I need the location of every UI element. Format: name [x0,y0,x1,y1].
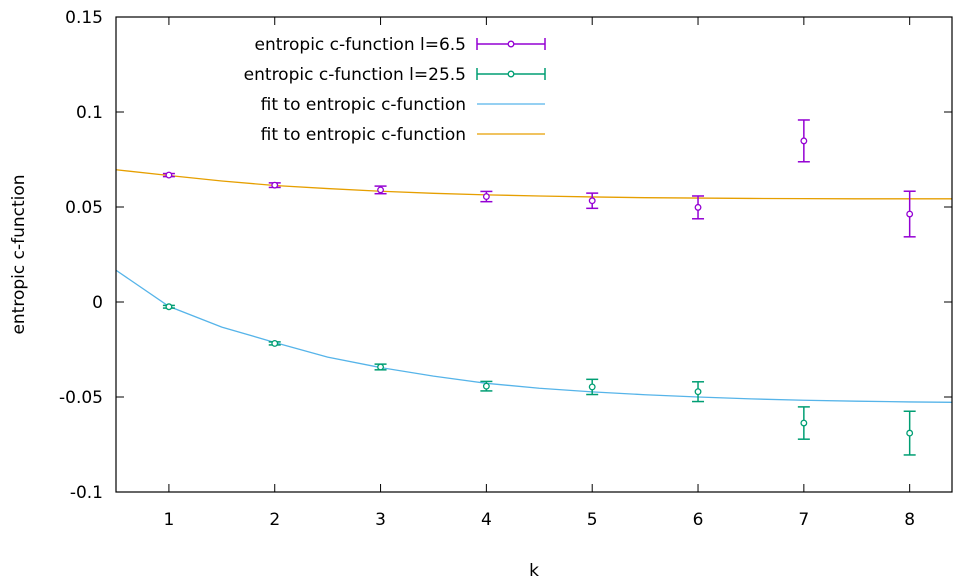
legend-marker [507,70,515,78]
x-tick-label: 7 [798,510,809,530]
y-tick-label: -0.05 [59,388,103,408]
x-tick-label: 1 [163,510,174,530]
y-tick-label: -0.1 [70,483,103,503]
point-marker [271,181,279,189]
point-marker [377,363,385,371]
data-point-series-1 [480,380,493,392]
legend-entry-1: entropic c-function l=25.5 [244,65,546,85]
data-point-series-1 [268,339,281,347]
data-point-series-1 [903,410,916,456]
data-point-series-0 [374,185,387,195]
plot-frame [115,16,953,493]
x-axis-label: k [529,561,539,581]
legend-label: fit to entropic c-function [261,125,466,145]
data-point-series-1 [692,381,705,403]
point-marker [694,203,702,211]
y-tick-label: 0 [92,293,103,313]
legend-label: fit to entropic c-function [261,95,466,115]
y-tick-label: 0.05 [65,198,103,218]
y-tick-label: 0.15 [65,8,103,28]
point-marker [377,186,385,194]
fit-line-2 [116,269,952,403]
data-point-series-1 [797,406,810,440]
point-marker [906,429,914,437]
data-point-series-0 [162,171,175,179]
point-marker [694,388,702,396]
x-tick-label: 8 [904,510,915,530]
x-tick-label: 2 [269,510,280,530]
data-point-series-1 [162,303,175,311]
legend-label: entropic c-function l=6.5 [254,35,466,55]
data-point-series-0 [586,192,599,210]
legend-marker [507,40,515,48]
point-marker [165,171,173,179]
point-marker [165,303,173,311]
point-marker [271,339,279,347]
fit-line-3 [116,169,952,200]
x-tick-label: 3 [375,510,386,530]
legend-entry-3: fit to entropic c-function [261,125,545,145]
data-point-series-0 [268,181,281,189]
y-tick-label: 0.1 [76,103,103,123]
point-marker [482,382,490,390]
data-point-series-0 [903,190,916,238]
data-point-series-0 [480,190,493,203]
point-marker [588,197,596,205]
legend-label: entropic c-function l=25.5 [244,65,466,85]
point-marker [482,193,490,200]
x-tick-label: 6 [693,510,704,530]
legend-entry-0: entropic c-function l=6.5 [254,35,546,55]
point-marker [800,137,808,145]
point-marker [588,383,596,391]
data-point-series-0 [797,119,810,163]
point-marker [800,419,808,427]
data-point-series-0 [692,195,705,220]
x-tick-label: 5 [587,510,598,530]
x-tick-label: 4 [481,510,492,530]
data-point-series-1 [374,363,387,371]
y-axis-label: entropic c-function [9,174,29,334]
data-point-series-1 [586,378,599,396]
legend-entry-2: fit to entropic c-function [261,95,545,115]
point-marker [906,210,914,218]
